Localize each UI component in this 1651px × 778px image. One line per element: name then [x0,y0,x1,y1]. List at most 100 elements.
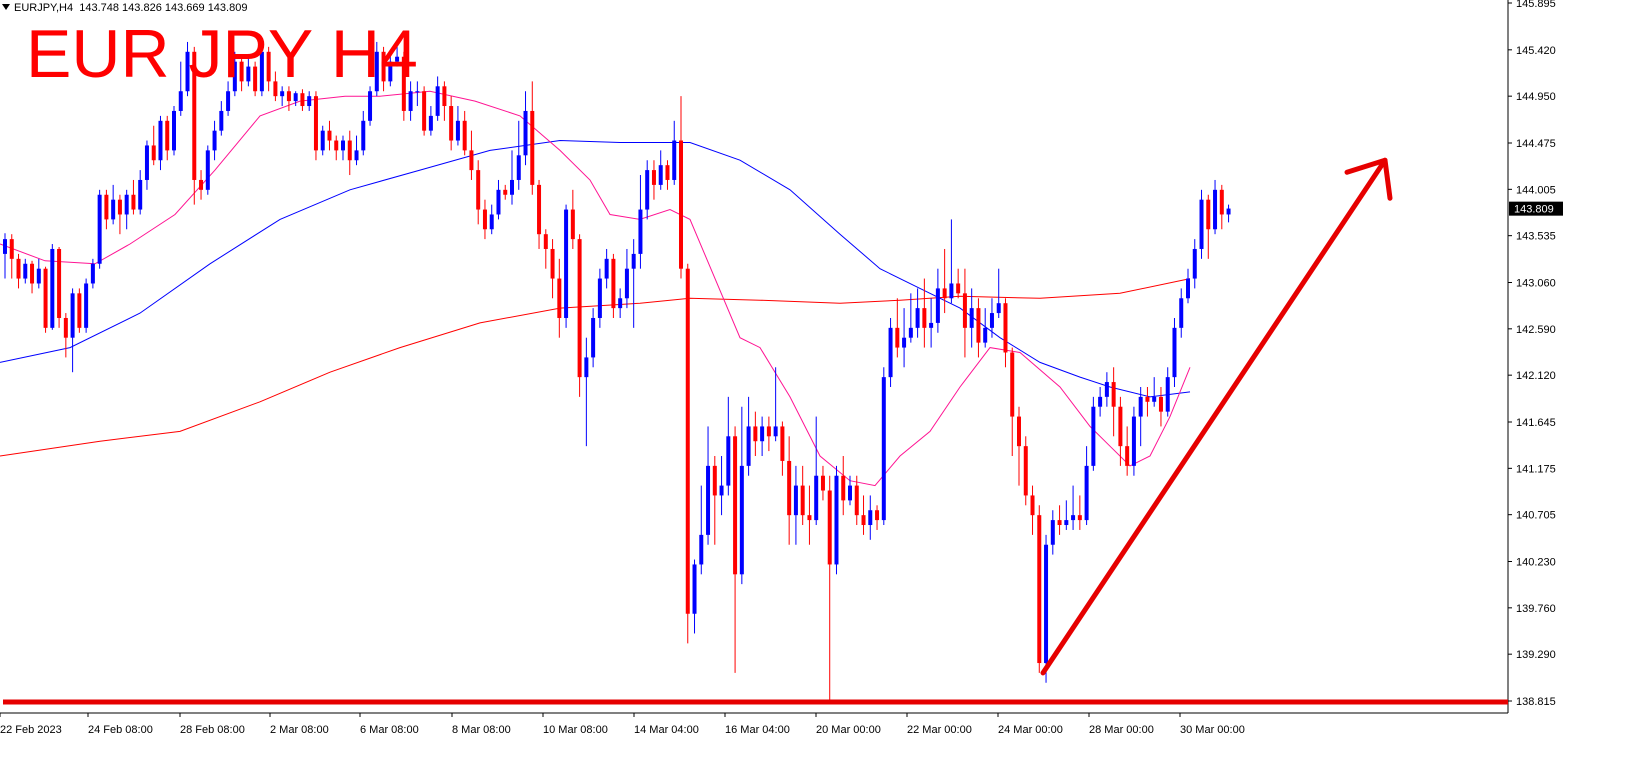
candle-body [144,145,149,180]
candle-body [455,120,460,141]
candle-body [341,140,345,151]
candle-body [259,51,264,92]
price-tick-label: 144.475 [1516,138,1556,150]
time-tick-label: 24 Feb 08:00 [88,724,153,736]
candle-body [976,308,981,343]
candle-body [138,179,143,210]
candle-body [780,426,785,461]
candle-body [685,268,690,614]
candle-body [570,209,575,240]
candle-body [719,485,724,496]
price-tick-label: 143.535 [1516,231,1556,243]
candle-body [395,56,400,62]
time-tick-label: 28 Mar 00:00 [1089,724,1154,736]
price-tick-label: 142.590 [1516,324,1556,336]
candle-body [739,465,744,575]
candle-body [9,239,14,259]
price-tick-label: 141.645 [1516,417,1556,429]
candle-body [888,327,893,378]
candle-body [286,91,291,102]
candle-body [300,93,305,107]
candle-body [131,194,136,210]
candle-body [516,155,521,180]
candle-body [16,258,21,279]
candle-body [347,140,352,161]
candle-body [293,93,298,102]
candle-body [185,51,190,92]
candle-body [84,283,89,328]
candle-body [1158,396,1163,412]
price-tick-label: 141.175 [1516,463,1556,475]
time-tick-label: 22 Mar 00:00 [907,724,972,736]
candle-body [388,61,393,82]
candle-body [557,278,562,318]
candle-body [496,189,501,215]
candle-body [848,485,852,501]
candle-body [543,234,548,249]
candle-body [1010,352,1015,417]
candle-body [638,209,643,254]
candle-body [875,510,880,521]
current-price-label: 143.809 [1514,204,1554,216]
candle-body [962,293,967,328]
candle-body [942,288,947,299]
candle-body [199,179,204,190]
time-tick-label: 16 Mar 04:00 [725,724,790,736]
candle-body [895,327,900,348]
candle-body [1199,199,1204,249]
candle-body [1179,298,1184,328]
ma-fast-line [0,90,1191,487]
candle-body [503,189,508,195]
candle-body [577,239,582,378]
candle-body [151,145,156,161]
candle-body [1206,199,1211,230]
candle-body [908,327,913,338]
symbol-menu-triangle-icon[interactable] [2,4,10,10]
price-tick-label: 143.060 [1516,277,1556,289]
candle-body [760,426,765,442]
time-tick-label: 30 Mar 00:00 [1180,724,1245,736]
candle-body [712,465,717,496]
price-tick-label: 138.815 [1516,696,1556,708]
ohlc-readout: 143.748 143.826 143.669 143.809 [79,2,248,14]
candle-body [658,165,663,185]
candle-body [814,475,819,521]
candle-body [706,465,711,535]
price-tick-label: 139.760 [1516,603,1556,615]
candle-body [334,140,339,151]
candle-body [827,490,832,565]
price-tick-label: 145.420 [1516,45,1556,57]
candle-body [604,258,609,279]
candle-body [307,96,312,107]
candle-body [219,110,224,131]
time-tick-label: 6 Mar 08:00 [360,724,419,736]
candle-body [922,308,927,328]
candle-body [1226,208,1231,215]
price-tick-label: 140.705 [1516,510,1556,522]
candle-body [442,86,447,107]
candle-body [172,110,176,151]
candle-body [537,184,542,235]
candle-body [1104,382,1109,397]
candle-body [232,61,237,92]
candle-body [969,308,974,328]
candle-body [1152,396,1157,402]
time-tick-label: 20 Mar 00:00 [816,724,881,736]
candle-body [90,263,95,284]
candle-body [30,263,35,284]
candle-body [212,130,217,151]
candle-body [861,515,866,526]
candle-body [381,51,386,82]
candle-body [428,115,433,131]
candle-body [1091,406,1096,466]
price-tick-label: 140.230 [1516,556,1556,568]
price-tick-label: 139.290 [1516,649,1556,661]
candle-body [117,199,122,215]
candle-body [1165,377,1170,412]
candle-body [584,357,589,378]
price-tick-label: 144.950 [1516,91,1556,103]
candle-body [1037,515,1042,664]
candle-body [1098,396,1103,407]
ma-slow-line [0,278,1191,457]
